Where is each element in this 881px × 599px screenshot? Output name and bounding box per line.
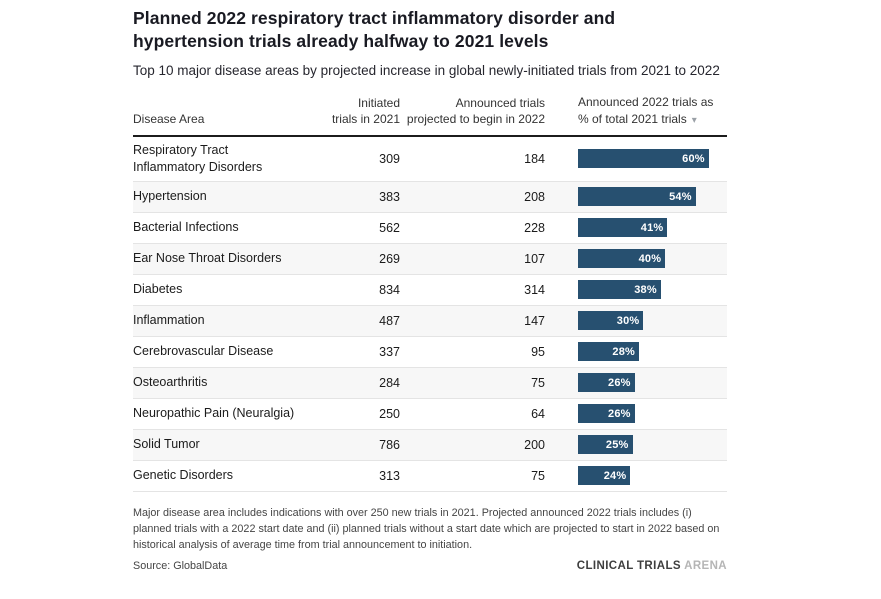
pct-bar-label: 38% — [634, 283, 657, 296]
pct-bar-label: 60% — [682, 152, 705, 165]
pct-bar: 54% — [578, 187, 696, 207]
table-header-row: Disease Area Initiated trials in 2021 An… — [133, 94, 727, 138]
disease-area-cell: Neuropathic Pain (Neuralgia) — [133, 406, 295, 421]
table-row: Diabetes 834 314 38% — [133, 274, 727, 306]
pct-bar-label: 25% — [605, 438, 629, 451]
table-row: Inflammation 487 147 30% — [133, 305, 727, 337]
pct-bar-cell: 28% — [545, 342, 727, 362]
disease-area-cell: Solid Tumor — [133, 437, 200, 452]
pct-bar-cell: 40% — [545, 249, 727, 269]
announced-2022-cell: 64 — [531, 406, 545, 421]
table-row: Respiratory Tract Inflammatory Disorders… — [133, 137, 727, 182]
disease-area-cell: Inflammation — [133, 313, 205, 328]
logo-light-text: ARENA — [684, 560, 727, 573]
table-row: Genetic Disorders 313 75 24% — [133, 460, 727, 492]
column-header-disease-area: Disease Area — [133, 111, 205, 126]
pct-bar-label: 26% — [608, 376, 631, 389]
clinical-trials-arena-logo: CLINICAL TRIALS ARENA — [577, 560, 727, 572]
disease-area-cell: Cerebrovascular Disease — [133, 344, 274, 359]
disease-area-cell: Respiratory Tract Inflammatory Disorders — [133, 143, 263, 174]
pct-bar-cell: 38% — [545, 280, 727, 300]
pct-bar-label: 26% — [608, 407, 631, 420]
initiated-2021-cell: 562 — [379, 220, 400, 235]
pct-bar: 26% — [578, 404, 635, 424]
chart-container: Planned 2022 respiratory tract inflammat… — [133, 7, 727, 572]
announced-2022-cell: 228 — [524, 220, 545, 235]
sort-descending-icon[interactable]: ▾ — [691, 114, 697, 126]
initiated-2021-cell: 834 — [379, 282, 400, 297]
pct-bar-cell: 30% — [545, 311, 727, 331]
column-header-initiated-2021: Initiated trials in 2021 — [331, 95, 400, 126]
initiated-2021-cell: 487 — [379, 313, 400, 328]
initiated-2021-cell: 250 — [379, 406, 400, 421]
initiated-2021-cell: 269 — [379, 251, 400, 266]
initiated-2021-cell: 309 — [379, 151, 400, 166]
column-header-pct-label: Announced 2022 trials as % of total 2021… — [578, 95, 714, 126]
table-row: Osteoarthritis 284 75 26% — [133, 367, 727, 399]
pct-bar-label: 40% — [638, 252, 662, 265]
table-row: Neuropathic Pain (Neuralgia) 250 64 26% — [133, 398, 727, 430]
announced-2022-cell: 147 — [524, 313, 545, 328]
pct-bar-cell: 25% — [545, 435, 727, 455]
chart-title: Planned 2022 respiratory tract inflammat… — [133, 8, 616, 51]
pct-bar-label: 30% — [616, 314, 640, 327]
column-header-pct: Announced 2022 trials as % of total 2021… — [545, 94, 727, 127]
disease-area-cell: Ear Nose Throat Disorders — [133, 251, 282, 266]
pct-bar: 28% — [578, 342, 640, 362]
disease-area-cell: Bacterial Infections — [133, 220, 239, 235]
initiated-2021-cell: 313 — [379, 468, 400, 483]
disease-area-cell: Genetic Disorders — [133, 468, 234, 483]
table-row: Hypertension 383 208 54% — [133, 181, 727, 213]
logo-bold-text: CLINICAL TRIALS — [576, 560, 681, 573]
pct-bar: 24% — [578, 466, 631, 486]
pct-bar: 41% — [578, 218, 668, 238]
pct-bar-label: 28% — [612, 345, 636, 358]
footnote: Major disease area includes indications … — [133, 506, 720, 552]
disease-area-cell: Diabetes — [133, 282, 183, 297]
table-body: Respiratory Tract Inflammatory Disorders… — [133, 137, 727, 492]
chart-subtitle: Top 10 major disease areas by projected … — [133, 62, 720, 78]
source-text: Source: GlobalData — [133, 560, 228, 573]
pct-bar-cell: 26% — [545, 404, 727, 424]
pct-bar: 26% — [578, 373, 635, 393]
pct-bar: 60% — [578, 149, 709, 169]
pct-bar: 30% — [578, 311, 644, 331]
announced-2022-cell: 107 — [524, 251, 545, 266]
pct-bar: 40% — [578, 249, 666, 269]
table-row: Ear Nose Throat Disorders 269 107 40% — [133, 243, 727, 275]
initiated-2021-cell: 337 — [379, 344, 400, 359]
pct-bar-label: 24% — [603, 469, 627, 482]
pct-bar-cell: 41% — [545, 218, 727, 238]
table-row: Bacterial Infections 562 228 41% — [133, 212, 727, 244]
table-row: Solid Tumor 786 200 25% — [133, 429, 727, 461]
column-header-announced-2022: Announced trials projected to begin in 2… — [406, 95, 545, 126]
pct-bar: 38% — [578, 280, 661, 300]
pct-bar: 25% — [578, 435, 633, 455]
announced-2022-cell: 184 — [524, 151, 545, 166]
announced-2022-cell: 314 — [524, 282, 545, 297]
pct-bar-cell: 26% — [545, 373, 727, 393]
initiated-2021-cell: 284 — [379, 375, 400, 390]
pct-bar-label: 41% — [640, 221, 664, 234]
announced-2022-cell: 95 — [531, 344, 545, 359]
pct-bar-label: 54% — [669, 190, 692, 203]
announced-2022-cell: 208 — [524, 189, 545, 204]
pct-bar-cell: 24% — [545, 466, 727, 486]
source-row: Source: GlobalData CLINICAL TRIALS ARENA — [133, 560, 727, 572]
announced-2022-cell: 200 — [524, 437, 545, 452]
initiated-2021-cell: 786 — [379, 437, 400, 452]
initiated-2021-cell: 383 — [379, 189, 400, 204]
disease-area-cell: Hypertension — [133, 189, 207, 204]
pct-bar-cell: 60% — [545, 149, 727, 169]
announced-2022-cell: 75 — [531, 375, 545, 390]
pct-bar-cell: 54% — [545, 187, 727, 207]
disease-area-cell: Osteoarthritis — [133, 375, 208, 390]
announced-2022-cell: 75 — [531, 468, 545, 483]
table-row: Cerebrovascular Disease 337 95 28% — [133, 336, 727, 368]
